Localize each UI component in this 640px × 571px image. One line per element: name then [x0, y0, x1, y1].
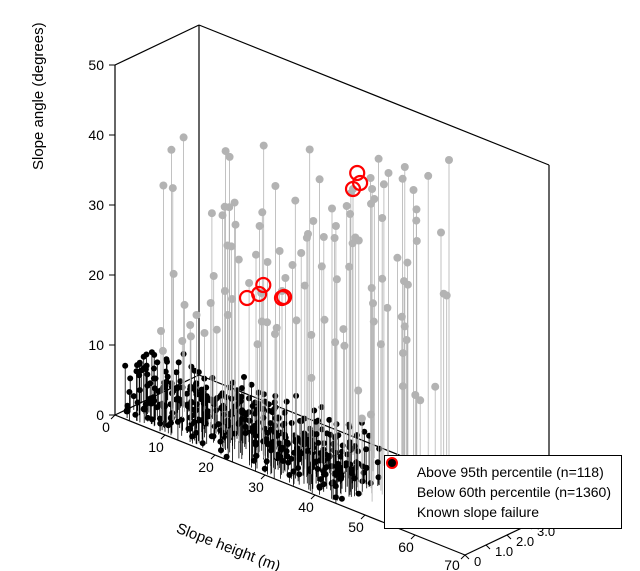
scatter-3d-chart: 0 10 20 30 40 50 60 70 70 0 1.0 2.0 3.0 … — [0, 0, 640, 571]
svg-text:20: 20 — [198, 459, 214, 475]
legend-item-below60: Below 60th percentile (n=1360) — [393, 482, 611, 502]
svg-text:50: 50 — [88, 57, 104, 73]
svg-text:60: 60 — [398, 539, 414, 555]
legend-label: Known slope failure — [417, 502, 539, 522]
svg-text:20: 20 — [88, 267, 104, 283]
svg-text:10: 10 — [148, 439, 164, 455]
legend-label: Below 60th percentile (n=1360) — [417, 482, 611, 502]
svg-text:30: 30 — [248, 479, 264, 495]
z-ticks — [109, 65, 115, 415]
legend-marker-below60 — [393, 484, 409, 500]
legend: Above 95th percentile (n=118) Below 60th… — [384, 455, 622, 529]
svg-text:50: 50 — [348, 519, 364, 535]
svg-text:40: 40 — [88, 127, 104, 143]
z-axis-label: Slope angle (degrees) — [30, 22, 47, 170]
svg-text:70: 70 — [444, 557, 460, 571]
svg-text:2.0: 2.0 — [516, 534, 534, 549]
svg-text:30: 30 — [88, 197, 104, 213]
svg-text:1.0: 1.0 — [495, 544, 513, 559]
svg-text:10: 10 — [88, 337, 104, 353]
z-tick-labels: 0 10 20 30 40 50 — [88, 57, 104, 423]
svg-text:0: 0 — [474, 554, 481, 569]
legend-item-failure: Known slope failure — [393, 502, 611, 522]
svg-text:40: 40 — [298, 499, 314, 515]
legend-marker-failure — [393, 504, 409, 520]
svg-text:0: 0 — [96, 407, 104, 423]
legend-label: Above 95th percentile (n=118) — [417, 462, 604, 482]
legend-item-above95: Above 95th percentile (n=118) — [393, 462, 611, 482]
